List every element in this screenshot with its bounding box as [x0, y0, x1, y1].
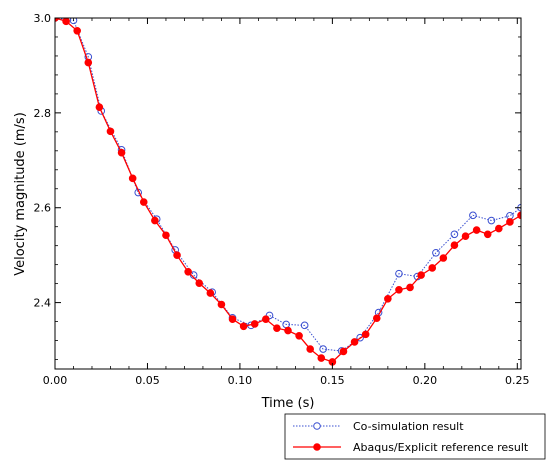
data-point-abaqus — [372, 314, 381, 323]
data-point-abaqus — [417, 271, 425, 279]
data-point-abaqus — [106, 127, 115, 136]
data-point-abaqus — [306, 345, 314, 353]
y-tick-label: 3.0 — [34, 12, 52, 25]
data-point-abaqus — [139, 198, 148, 206]
data-point-abaqus — [273, 324, 281, 333]
data-point-abaqus — [361, 330, 370, 339]
data-point-abaqus — [162, 231, 170, 240]
data-point-abaqus — [195, 279, 204, 287]
plot-frame — [54, 17, 522, 370]
data-point-co-simulation — [395, 269, 403, 278]
data-point-abaqus — [461, 232, 470, 240]
data-point-abaqus — [483, 230, 492, 239]
y-tick-label: 2.4 — [34, 297, 52, 310]
data-point-co-simulation — [69, 18, 78, 25]
data-point-co-simulation — [469, 211, 477, 220]
y-axis-title: Velocity magnitude (m/s) — [13, 112, 28, 276]
data-point-co-simulation — [487, 216, 496, 225]
data-point-abaqus — [506, 218, 514, 226]
data-point-abaqus — [428, 264, 437, 272]
data-point-abaqus — [472, 226, 481, 234]
data-point-abaqus — [239, 322, 248, 331]
data-point-co-simulation — [319, 345, 327, 353]
series-line-co-simulation — [55, 18, 521, 352]
legend: Co-simulation result Abaqus/Explicit ref… — [284, 413, 546, 460]
data-point-abaqus — [62, 18, 70, 26]
x-tick-label: 0.00 — [43, 374, 68, 387]
data-point-abaqus — [317, 354, 326, 362]
x-axis-title: Time (s) — [261, 396, 315, 411]
data-point-abaqus — [250, 320, 259, 328]
data-point-abaqus — [284, 326, 292, 335]
data-point-abaqus — [151, 216, 159, 225]
data-point-abaqus — [73, 27, 81, 35]
data-point-abaqus — [117, 148, 126, 157]
data-point-abaqus — [450, 241, 459, 250]
x-tick-label: 0.05 — [135, 374, 160, 387]
x-tick-label: 0.25 — [505, 374, 530, 387]
data-point-abaqus — [228, 315, 237, 323]
y-tick-label: 2.8 — [34, 107, 52, 120]
legend-label-co-simulation: Co-simulation result — [353, 420, 464, 433]
x-tick-label: 0.10 — [228, 374, 253, 387]
data-point-abaqus — [206, 289, 215, 297]
series-line-abaqus — [55, 18, 521, 363]
data-point-abaqus — [295, 331, 303, 340]
legend-box — [284, 413, 546, 460]
data-point-co-simulation — [506, 211, 514, 220]
data-point-abaqus — [406, 283, 414, 292]
data-point-co-simulation — [432, 248, 440, 257]
data-point-abaqus — [95, 103, 104, 111]
data-point-abaqus — [439, 254, 448, 262]
data-point-abaqus — [350, 338, 359, 346]
data-point-abaqus — [495, 224, 503, 233]
data-point-abaqus — [128, 174, 137, 183]
axis-ticks: 0.00 0.05 0.10 0.15 0.20 0.25 2.4 2.6 2.8 3.0 — [34, 12, 530, 387]
x-tick-label: 0.20 — [413, 374, 438, 387]
data-point-abaqus — [84, 58, 93, 67]
legend-label-abaqus: Abaqus/Explicit reference result — [353, 441, 529, 454]
data-point-abaqus — [262, 315, 270, 323]
series-layer — [55, 18, 521, 366]
data-point-abaqus — [184, 267, 192, 276]
data-point-abaqus — [384, 295, 392, 303]
legend-marker-abaqus — [313, 443, 321, 451]
data-point-co-simulation — [300, 321, 309, 330]
data-point-co-simulation — [450, 230, 459, 239]
data-point-abaqus — [339, 347, 348, 356]
data-point-abaqus — [173, 251, 181, 259]
data-point-abaqus — [517, 211, 521, 220]
x-tick-label: 0.15 — [320, 374, 345, 387]
legend-marker-co-simulation — [313, 422, 321, 430]
y-tick-label: 2.6 — [34, 202, 52, 215]
data-point-co-simulation — [356, 333, 364, 342]
data-point-abaqus — [217, 300, 226, 309]
data-point-abaqus — [395, 285, 403, 294]
